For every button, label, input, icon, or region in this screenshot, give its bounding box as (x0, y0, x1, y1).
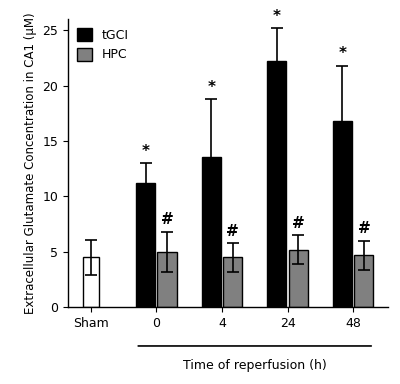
Y-axis label: Extracellular Glutamate Concentration in CA1 (μM): Extracellular Glutamate Concentration in… (24, 12, 37, 314)
Bar (333, 121, 352, 307)
Bar (289, 250, 308, 307)
Text: #: # (161, 212, 174, 227)
Text: Time of reperfusion (h): Time of reperfusion (h) (183, 359, 327, 372)
Bar (267, 61, 286, 307)
Bar (223, 257, 242, 307)
Text: *: * (338, 46, 346, 61)
Text: *: * (273, 8, 281, 24)
Text: #: # (292, 216, 305, 231)
Bar (136, 183, 155, 307)
Text: #: # (358, 221, 370, 236)
Legend: tGCI, HPC: tGCI, HPC (72, 23, 134, 66)
Bar (82, 257, 99, 307)
Bar (202, 157, 221, 307)
Bar (158, 252, 176, 307)
Text: *: * (207, 79, 215, 94)
Text: *: * (142, 144, 150, 159)
Text: #: # (226, 223, 239, 238)
Bar (354, 255, 374, 307)
